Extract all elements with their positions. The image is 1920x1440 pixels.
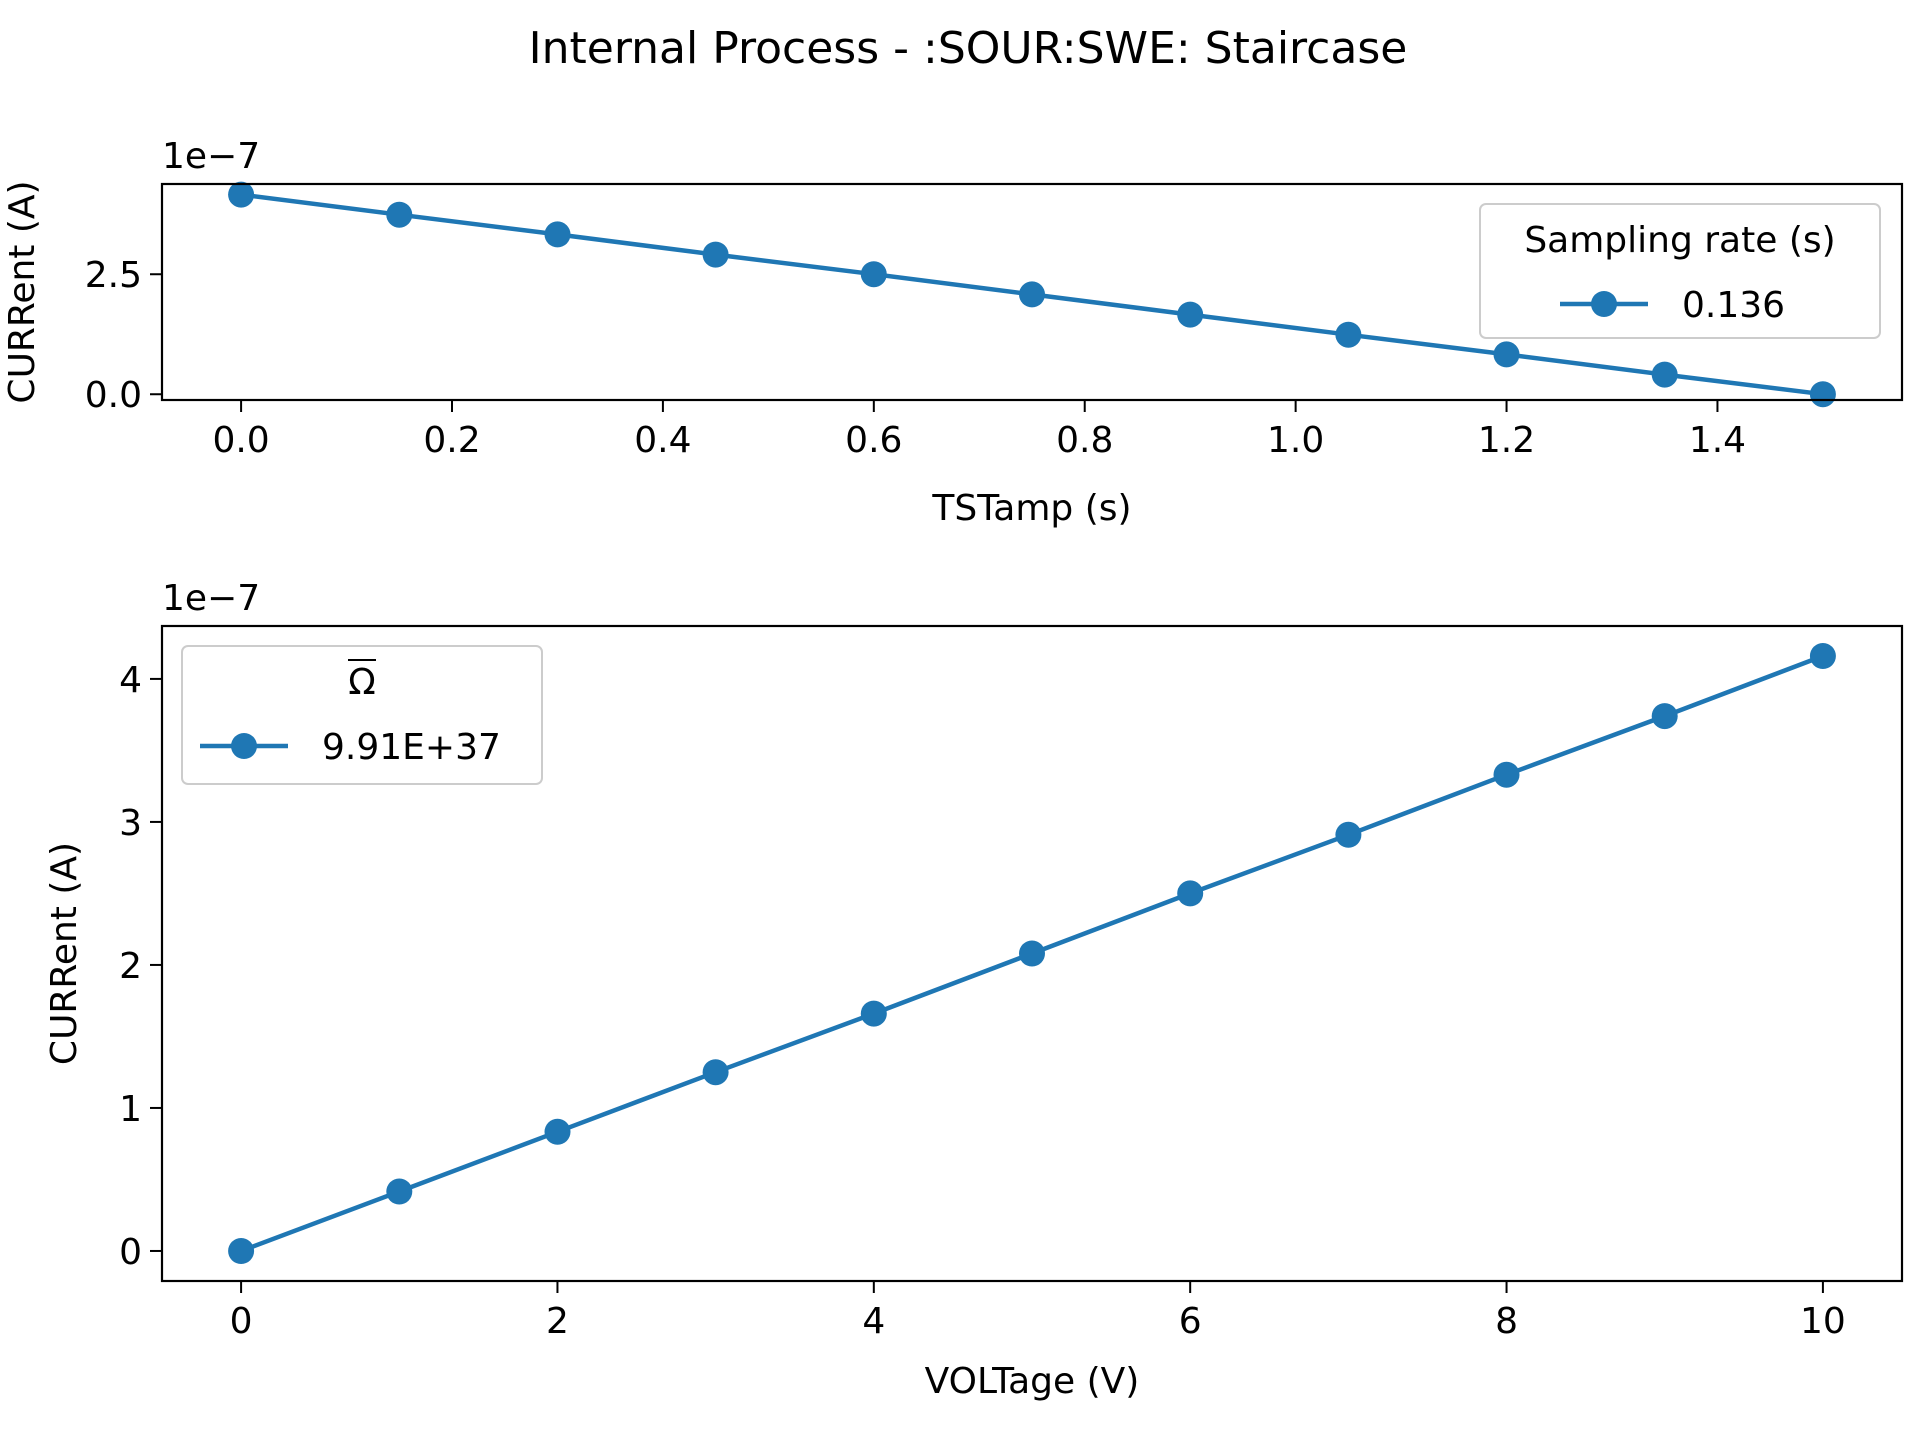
y-axis-label: CURRent (A) (2, 180, 43, 403)
data-point (1651, 703, 1678, 730)
y-offset-text: 1e−7 (162, 136, 260, 177)
y-tick-label: 4 (119, 660, 142, 701)
x-tick-label: 0.4 (634, 420, 691, 461)
subplot-2: 0 2 4 6 8 10 0 1 2 3 4 1e−7 VOLTage (V) CURRent (A) Ω 9… (44, 578, 1904, 1402)
data-point (544, 221, 571, 248)
data-point (860, 1000, 887, 1027)
x-tick-label: 8 (1495, 1301, 1518, 1342)
data-point (228, 181, 255, 208)
x-tick-label: 10 (1800, 1301, 1846, 1342)
legend-marker (231, 733, 257, 759)
x-axis-label: VOLTage (V) (925, 1361, 1140, 1402)
axes-frame (160, 182, 1904, 402)
x-tick-label: 0.8 (1056, 420, 1113, 461)
legend-title: Ω (348, 662, 376, 703)
data-point (1651, 361, 1678, 388)
data-point (1809, 381, 1836, 408)
legend: Ω 9.91E+37 (181, 645, 543, 785)
data-point (1177, 880, 1204, 907)
data-point (1177, 301, 1204, 328)
data-point (1019, 281, 1045, 308)
x-tick-label: 6 (1179, 1301, 1202, 1342)
legend-entry-label: 9.91E+37 (322, 727, 501, 768)
data-point (1809, 643, 1836, 669)
data-point (1493, 341, 1520, 368)
x-tick-label: 0.2 (423, 420, 480, 461)
data-point (860, 261, 887, 288)
y-tick-label: 3 (119, 803, 142, 844)
data-point (228, 1238, 255, 1264)
x-tick-label: 1.2 (1478, 420, 1535, 461)
data-point (386, 201, 413, 228)
data-point (386, 1178, 413, 1205)
data-point (702, 1059, 729, 1086)
data-point (702, 241, 729, 268)
data-point (1335, 821, 1362, 848)
data-point (1493, 761, 1520, 788)
x-axis-label: TSTamp (s) (931, 488, 1131, 529)
x-tick-label: 0.0 (212, 420, 269, 461)
subplot-1: 0.0 0.2 0.4 0.6 0.8 1.0 1.2 1.4 0.0 2.5 1e−7 TSTamp… (2, 136, 1904, 529)
legend-title: Sampling rate (s) (1524, 220, 1835, 261)
y-tick-label: 0.0 (85, 375, 142, 416)
x-tick-label: 1.0 (1267, 420, 1324, 461)
legend-box (181, 645, 543, 785)
x-tick-label: 4 (862, 1301, 885, 1342)
data-point (1335, 321, 1362, 348)
y-tick-label: 2 (119, 946, 142, 987)
x-tick-label: 1.4 (1689, 420, 1746, 461)
y-tick-label: 1 (119, 1089, 142, 1130)
legend-marker (1591, 291, 1617, 317)
x-tick-label: 0 (230, 1301, 253, 1342)
data-point (1019, 940, 1045, 967)
legend-entry-label: 0.136 (1682, 285, 1785, 326)
data-point (544, 1118, 571, 1145)
y-tick-label: 2.5 (85, 255, 142, 296)
y-tick-label: 0 (119, 1232, 142, 1273)
x-tick-label: 0.6 (845, 420, 902, 461)
legend: Sampling rate (s) 0.136 (1479, 203, 1881, 339)
y-axis-label: CURRent (A) (44, 842, 85, 1065)
y-offset-text: 1e−7 (162, 578, 260, 619)
figure-title: Internal Process - :SOUR:SWE: Staircase (529, 23, 1408, 74)
axes-frame (160, 624, 1904, 1283)
x-tick-label: 2 (546, 1301, 569, 1342)
